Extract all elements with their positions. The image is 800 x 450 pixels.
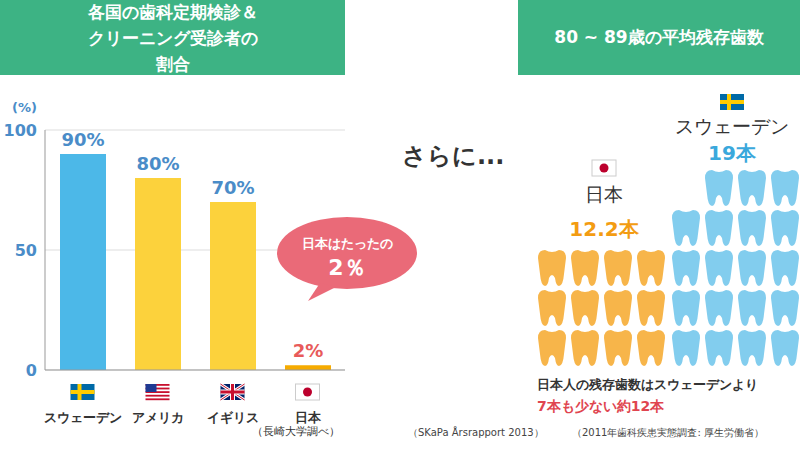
svg-text:80%: 80% — [136, 153, 179, 174]
svg-text:12.2本: 12.2本 — [569, 217, 639, 241]
svg-text:日本人の残存歯数はスウェーデンより: 日本人の残存歯数はスウェーデンより — [537, 377, 758, 392]
html-text:さらに...: さらに... — [402, 142, 505, 170]
svg-text:スウェーデン: スウェーデン — [675, 115, 789, 137]
svg-text:イギリス: イギリス — [207, 410, 259, 425]
svg-text:日本はたったの: 日本はたったの — [302, 236, 393, 251]
svg-text:100: 100 — [4, 121, 37, 140]
svg-text:スウェーデン: スウェーデン — [44, 410, 122, 425]
svg-text:19本: 19本 — [708, 141, 757, 165]
html-text:（長崎大学調べ）: （長崎大学調べ） — [252, 425, 340, 438]
svg-text:7本も少ない約12本: 7本も少ない約12本 — [537, 398, 665, 414]
svg-text:（SKaPa Årsrapport 2013）: （SKaPa Årsrapport 2013） — [408, 426, 544, 438]
svg-text:2％: 2％ — [328, 255, 365, 280]
svg-text:2%: 2% — [293, 340, 324, 361]
svg-text:70%: 70% — [211, 177, 254, 198]
svg-text:（2011年歯科疾患実態調査: 厚生労働省）: （2011年歯科疾患実態調査: 厚生労働省） — [572, 427, 764, 438]
svg-text:90%: 90% — [61, 129, 104, 150]
html-text:80 ~ 89歳の平均残存歯数: 80 ~ 89歳の平均残存歯数 — [554, 27, 764, 47]
svg-text:日本: 日本 — [585, 183, 623, 205]
svg-text:0: 0 — [26, 361, 37, 380]
svg-text:50: 50 — [15, 241, 37, 260]
svg-text:アメリカ: アメリカ — [132, 410, 184, 425]
html-text:各国の歯科定期検診＆クリーニング受診者の割合: 各国の歯科定期検診＆クリーニング受診者の割合 — [87, 1, 258, 74]
svg-text:日本: 日本 — [295, 410, 322, 425]
